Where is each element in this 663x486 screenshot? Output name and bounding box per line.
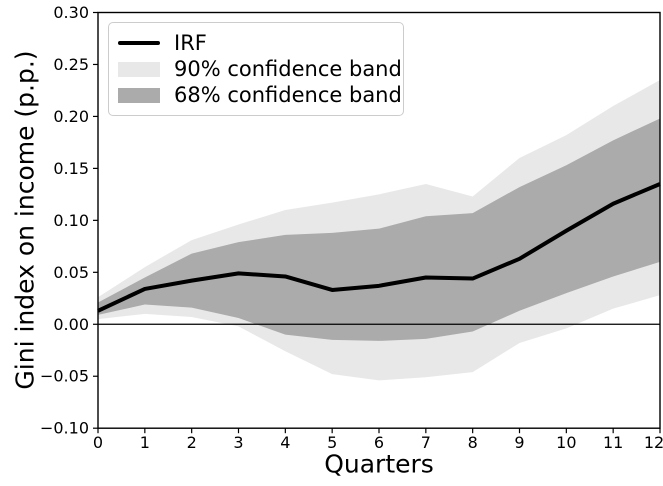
- band-68-swatch-icon: [118, 88, 160, 104]
- legend-swatch-68-band: [118, 88, 160, 104]
- legend-label-68-band: 68% confidence band: [174, 83, 402, 108]
- legend-swatch-90-band: [118, 61, 160, 77]
- x-axis-label: Quarters: [324, 449, 434, 479]
- y-tick-label: −0.05: [40, 367, 89, 386]
- legend-label-irf: IRF: [174, 30, 207, 55]
- legend-item-90-band: 90% confidence band: [118, 56, 402, 82]
- x-tick-label: 5: [327, 433, 337, 452]
- y-tick-label: −0.10: [40, 419, 89, 438]
- x-tick-label: 1: [140, 433, 150, 452]
- legend-item-irf: IRF: [118, 30, 395, 56]
- band-90-swatch-icon: [118, 61, 160, 77]
- x-tick-label: 9: [514, 433, 524, 452]
- x-tick-label: 10: [556, 433, 576, 452]
- x-tick-label: 8: [468, 433, 478, 452]
- x-tick-label: 3: [233, 433, 243, 452]
- x-tick-label: 11: [603, 433, 623, 452]
- confidence-band-68: [98, 118, 660, 341]
- x-tick-label: 7: [421, 433, 431, 452]
- legend-box: IRF 90% confidence band 68% confidence b…: [108, 22, 404, 116]
- y-tick-label: 0.30: [53, 3, 89, 22]
- x-tick-label: 12: [644, 433, 663, 452]
- legend-swatch-irf: [118, 41, 160, 46]
- irf-line-swatch-icon: [118, 41, 160, 46]
- legend-label-90-band: 90% confidence band: [174, 56, 402, 81]
- y-tick-label: 0.25: [53, 55, 89, 74]
- x-tick-label: 6: [374, 433, 384, 452]
- legend-item-68-band: 68% confidence band: [118, 83, 402, 109]
- y-tick-label: 0.00: [53, 315, 89, 334]
- x-tick-label: 0: [93, 433, 103, 452]
- y-tick-label: 0.05: [53, 263, 89, 282]
- y-tick-label: 0.20: [53, 107, 89, 126]
- y-axis-label: Gini index on income (p.p.): [10, 50, 40, 390]
- x-tick-label: 4: [280, 433, 290, 452]
- x-tick-label: 2: [187, 433, 197, 452]
- y-tick-label: 0.10: [53, 211, 89, 230]
- irf-line: [97, 182, 661, 313]
- y-tick-label: 0.15: [53, 159, 89, 178]
